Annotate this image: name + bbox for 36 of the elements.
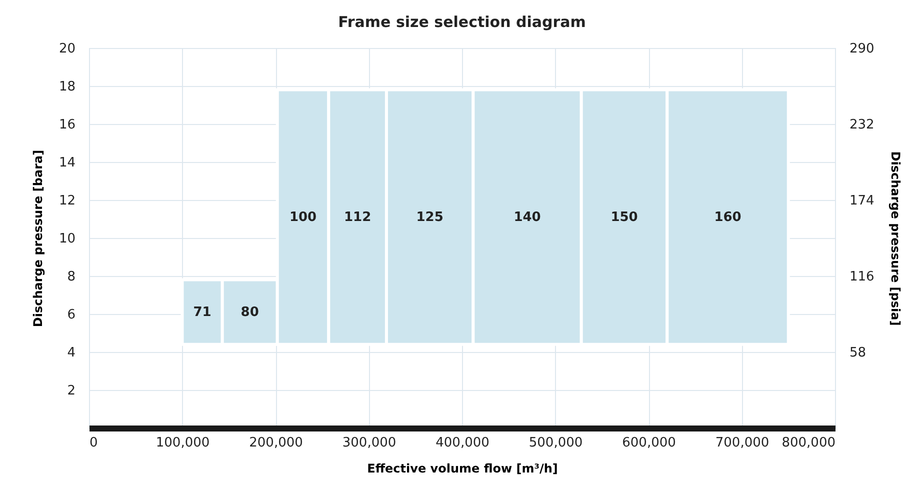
y-tick-label: 10 — [58, 232, 76, 246]
y2-tick-label: 116 — [850, 270, 874, 284]
x-axis-title: Effective volume flow [m³/h] — [367, 462, 558, 476]
x-tick-label: 100,000 — [156, 436, 210, 450]
annotation: 150 — [610, 210, 638, 226]
x-tick-label: 200,000 — [249, 436, 303, 450]
annotation: 112 — [344, 210, 372, 226]
annotation: 140 — [514, 210, 541, 226]
x-tick-label: 500,000 — [528, 436, 583, 450]
x-tick-label: 800,000 — [782, 436, 836, 450]
annotation: 71 — [193, 305, 212, 320]
y2-tick-label: 58 — [850, 346, 866, 360]
y-tick-label: 14 — [58, 156, 76, 170]
annotation: 80 — [240, 305, 259, 320]
y-tick-label: 12 — [58, 194, 76, 208]
x-tick-label: 600,000 — [622, 436, 676, 450]
x-tick-label: 700,000 — [715, 436, 770, 450]
x-tick-label: 300,000 — [342, 436, 396, 450]
y-tick-label: 2 — [67, 384, 76, 398]
annotation: 100 — [289, 210, 317, 226]
x-tick-label: 400,000 — [436, 436, 490, 450]
chart-title: Frame size selection diagram — [338, 13, 586, 31]
annotation: 125 — [416, 210, 444, 226]
x-tick-label: 0 — [90, 436, 98, 450]
y-tick-label: 6 — [67, 308, 76, 322]
annotation: 160 — [714, 210, 742, 226]
y-tick-label: 16 — [58, 118, 76, 132]
y-tick-label: 8 — [67, 270, 76, 284]
y2-tick-label: 290 — [850, 42, 874, 56]
y2-tick-label: 232 — [850, 118, 874, 132]
y-tick-label: 20 — [58, 42, 76, 56]
y-tick-label: 18 — [58, 80, 76, 94]
y-tick-label: 4 — [67, 346, 76, 360]
y2-tick-label: 174 — [850, 194, 874, 208]
y-axis-title: Discharge pressure [bara] — [30, 150, 45, 328]
y2-axis-title: Discharge pressure [psia] — [888, 151, 902, 326]
